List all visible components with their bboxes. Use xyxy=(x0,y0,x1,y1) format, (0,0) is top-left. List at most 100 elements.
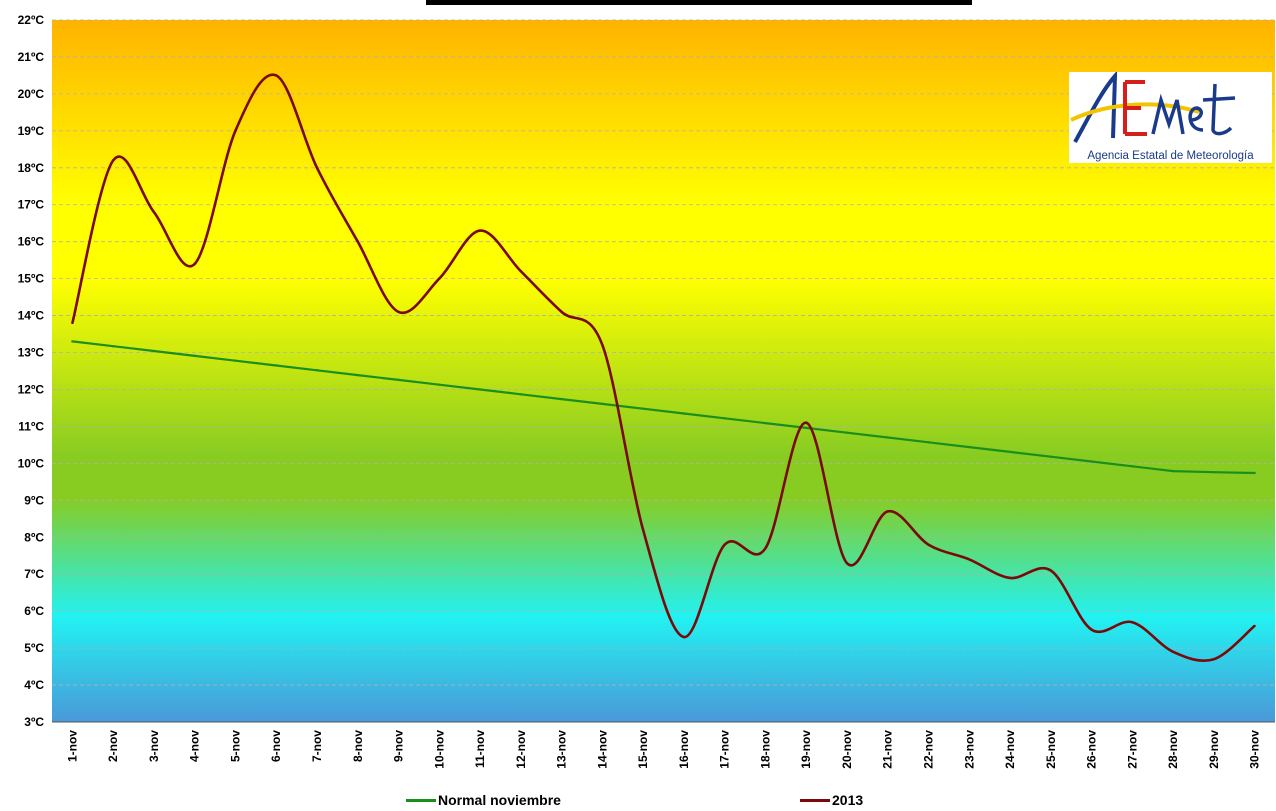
y-tick-label: 18ºC xyxy=(18,161,45,175)
data-point-normal xyxy=(804,426,808,430)
data-point-normal xyxy=(1008,450,1012,454)
x-tick-label: 21-nov xyxy=(881,730,895,769)
aemet-logo-mark xyxy=(1070,70,1236,143)
data-point-normal xyxy=(111,345,115,348)
data-point-2013 xyxy=(1131,621,1134,624)
legend: Normal noviembre 2013 xyxy=(0,790,1276,811)
y-tick-label: 22ºC xyxy=(18,13,45,27)
series-line-normal xyxy=(72,340,1255,475)
data-point-2013 xyxy=(356,240,359,243)
data-point-2013 xyxy=(71,321,74,325)
y-tick-label: 16ºC xyxy=(18,235,45,249)
data-point-normal xyxy=(682,412,686,415)
data-point-2013 xyxy=(193,262,196,266)
legend-swatch-normal xyxy=(406,798,436,802)
y-tick-label: 21ºC xyxy=(18,50,45,64)
x-tick-label: 1-nov xyxy=(65,730,79,762)
y-axis: 3ºC 4ºC 5ºC 6ºC 7ºC 8ºC 9ºC 10ºC 11ºC 12ºC 13ºC 14º… xyxy=(18,13,45,729)
x-tick-label: 13-nov xyxy=(555,730,569,769)
data-point-2013 xyxy=(1253,624,1256,628)
data-point-normal xyxy=(1212,471,1216,474)
data-point-normal xyxy=(71,340,74,343)
x-tick-label: 15-nov xyxy=(636,730,650,769)
data-point-normal xyxy=(193,354,196,358)
x-tick-label: 11-nov xyxy=(473,730,487,768)
data-point-2013 xyxy=(111,159,115,162)
data-point-2013 xyxy=(315,166,319,169)
x-tick-label: 2-nov xyxy=(106,730,120,762)
data-point-2013 xyxy=(845,561,849,565)
y-tick-label: 9ºC xyxy=(24,493,44,507)
x-tick-label: 17-nov xyxy=(718,730,732,769)
x-tick-label: 24-nov xyxy=(1003,730,1017,769)
data-point-normal xyxy=(886,436,889,439)
x-tick-label: 5-nov xyxy=(228,730,242,762)
y-tick-label: 20ºC xyxy=(18,87,45,101)
data-point-normal xyxy=(968,445,971,449)
data-point-2013 xyxy=(804,421,808,424)
data-point-2013 xyxy=(519,270,523,273)
data-point-2013 xyxy=(1049,569,1052,572)
x-tick-label: 3-nov xyxy=(147,730,161,762)
y-tick-label: 10ºC xyxy=(18,456,45,470)
data-point-normal xyxy=(315,369,319,372)
data-point-normal xyxy=(519,393,523,396)
y-tick-label: 11ºC xyxy=(18,419,44,433)
logo-caption: Agencia Estatal de Meteorología xyxy=(1087,150,1254,162)
data-point-normal xyxy=(397,378,400,382)
data-point-2013 xyxy=(1008,576,1012,580)
data-point-2013 xyxy=(641,528,645,532)
data-point-normal xyxy=(764,421,767,425)
x-tick-label: 10-nov xyxy=(432,730,446,769)
x-tick-label: 7-nov xyxy=(310,730,324,762)
data-point-2013 xyxy=(764,547,767,550)
data-point-normal xyxy=(927,441,930,444)
data-point-2013 xyxy=(397,310,400,314)
data-point-2013 xyxy=(152,210,156,214)
x-tick-label: 9-nov xyxy=(392,730,406,762)
data-point-normal xyxy=(152,349,156,353)
chart-title-box xyxy=(426,0,972,5)
data-point-2013 xyxy=(1171,650,1175,653)
data-point-normal xyxy=(1049,455,1052,458)
data-point-2013 xyxy=(234,129,237,133)
x-tick-label: 18-nov xyxy=(758,730,772,769)
data-point-normal xyxy=(275,364,278,367)
x-tick-label: 12-nov xyxy=(514,730,528,769)
x-tick-label: 29-nov xyxy=(1207,730,1221,769)
x-tick-label: 4-nov xyxy=(188,730,202,762)
x-tick-label: 28-nov xyxy=(1166,730,1180,769)
y-tick-label: 4ºC xyxy=(24,678,44,692)
y-tick-label: 8ºC xyxy=(24,530,44,544)
data-point-normal xyxy=(601,402,604,406)
data-point-normal xyxy=(560,397,563,401)
series-lines xyxy=(71,73,1256,663)
y-tick-label: 14ºC xyxy=(18,309,45,323)
data-point-normal xyxy=(641,407,645,410)
x-tick-label: 25-nov xyxy=(1044,730,1058,769)
x-tick-label: 26-nov xyxy=(1085,730,1099,769)
y-tick-label: 15ºC xyxy=(18,272,45,286)
x-tick-label: 30-nov xyxy=(1248,730,1262,769)
x-tick-label: 14-nov xyxy=(595,730,609,769)
x-tick-label: 23-nov xyxy=(962,730,976,769)
x-tick-label: 16-nov xyxy=(677,730,691,769)
data-point-2013 xyxy=(601,343,604,347)
x-tick-label: 6-nov xyxy=(269,730,283,762)
legend-label-normal: Normal noviembre xyxy=(438,792,561,808)
aemet-logo: Agencia Estatal de Meteorología xyxy=(1069,70,1272,163)
y-tick-label: 17ºC xyxy=(18,198,45,212)
x-tick-label: 20-nov xyxy=(840,730,854,769)
data-point-normal xyxy=(1253,471,1256,475)
data-point-2013 xyxy=(886,510,889,513)
data-point-normal xyxy=(845,431,849,434)
y-tick-label: 12ºC xyxy=(18,382,45,396)
data-point-2013 xyxy=(1090,628,1093,631)
data-point-2013 xyxy=(478,229,482,232)
legend-item-2013: 2013 xyxy=(800,792,863,808)
y-tick-label: 5ºC xyxy=(24,641,44,655)
data-point-2013 xyxy=(560,310,563,314)
data-point-2013 xyxy=(723,543,726,546)
y-tick-label: 7ºC xyxy=(24,567,44,581)
data-point-2013 xyxy=(968,558,971,561)
